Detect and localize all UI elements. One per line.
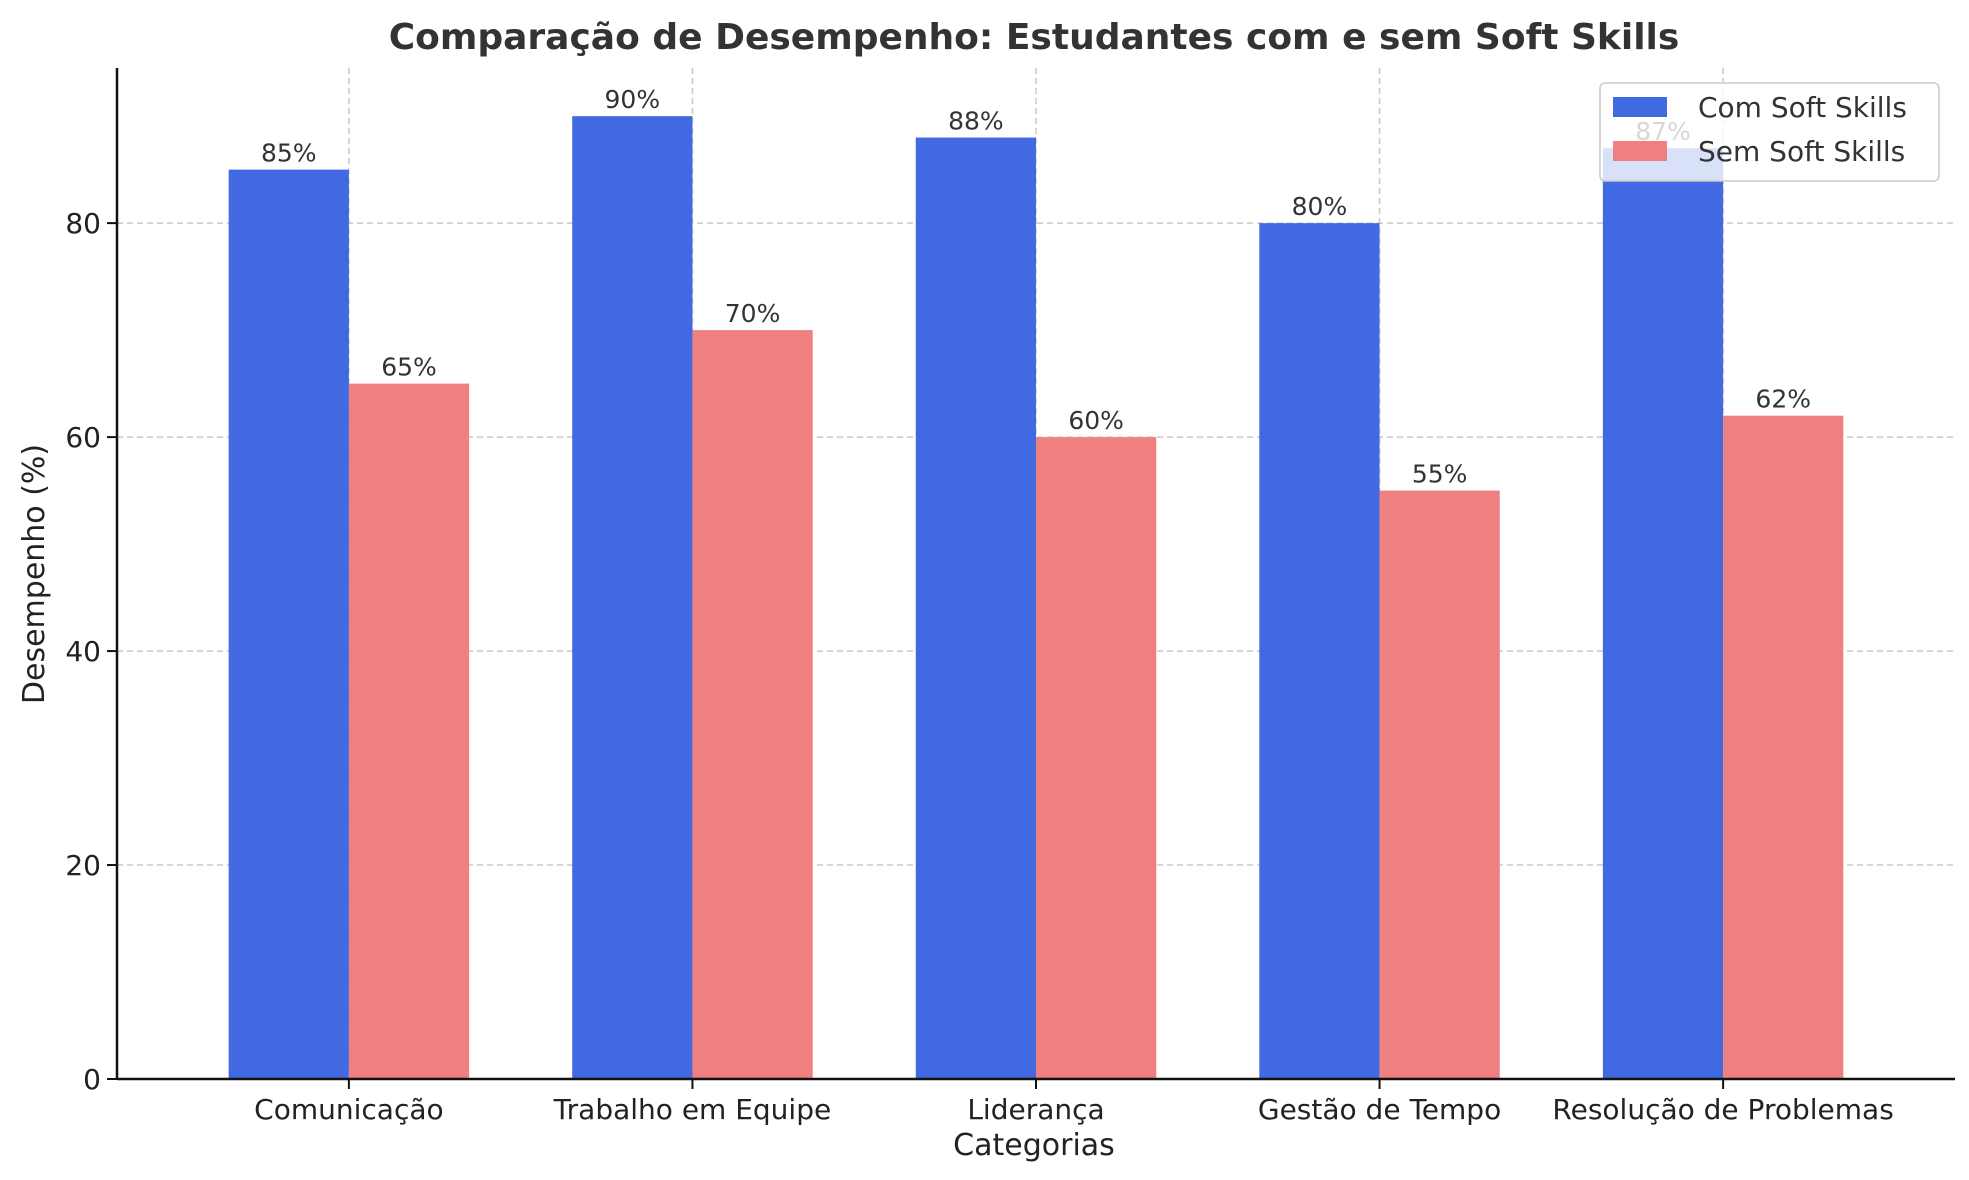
x-tick-label-comunicacao: Comunicação [254, 1093, 443, 1126]
legend-label-com-soft-skills: Com Soft Skills [1698, 91, 1907, 124]
data-label-sem-soft-skills-resolucao-de-problemas: 62% [1755, 385, 1811, 414]
chart-title: Comparação de Desempenho: Estudantes com… [389, 17, 1680, 58]
y-axis-title: Desempenho (%) [17, 444, 52, 704]
data-label-sem-soft-skills-gestao-de-tempo: 55% [1412, 460, 1468, 489]
bar-sem-soft-skills-comunicacao [348, 383, 470, 1080]
data-label-com-soft-skills-gestao-de-tempo: 80% [1292, 192, 1348, 221]
bar-sem-soft-skills-resolucao-de-problemas [1723, 415, 1844, 1079]
y-tick-label: 60 [65, 421, 101, 454]
bar-sem-soft-skills-gestao-de-tempo [1379, 490, 1500, 1080]
x-axis-title: Categorias [953, 1128, 1115, 1163]
x-tick-label-gestao-de-tempo: Gestão de Tempo [1258, 1093, 1501, 1126]
x-tick-label-lideranca: Liderança [967, 1093, 1104, 1126]
y-tick-label: 20 [65, 849, 101, 882]
x-ticks: Comunicação Trabalho em Equipe Liderança Ge… [254, 1079, 1894, 1126]
bars [228, 116, 1844, 1080]
bar-com-soft-skills-resolucao-de-problemas [1602, 148, 1724, 1079]
bar-com-soft-skills-comunicacao [228, 169, 349, 1080]
bar-com-soft-skills-gestao-de-tempo [1259, 223, 1380, 1080]
data-label-com-soft-skills-comunicacao: 85% [261, 139, 317, 168]
legend-box [1599, 82, 1940, 182]
data-label-sem-soft-skills-trabalho-em-equipe: 70% [725, 299, 781, 328]
data-label-com-soft-skills-trabalho-em-equipe: 90% [605, 85, 661, 114]
legend: Com Soft Skills Sem Soft Skills [1599, 82, 1940, 182]
x-tick-label-resolucao-de-problemas: Resolução de Problemas [1552, 1093, 1893, 1126]
bar-com-soft-skills-trabalho-em-equipe [572, 116, 693, 1079]
y-tick-label: 0 [83, 1063, 101, 1096]
y-tick-label: 80 [65, 207, 101, 240]
legend-label-sem-soft-skills: Sem Soft Skills [1698, 135, 1905, 168]
y-tick-label: 40 [65, 635, 101, 668]
bar-com-soft-skills-lideranca [915, 137, 1036, 1080]
data-label-sem-soft-skills-lideranca: 60% [1068, 406, 1124, 435]
legend-swatch-sem-soft-skills [1613, 141, 1667, 161]
data-label-com-soft-skills-lideranca: 88% [948, 107, 1004, 136]
x-tick-label-trabalho-em-equipe: Trabalho em Equipe [553, 1093, 832, 1126]
bar-sem-soft-skills-lideranca [1036, 437, 1157, 1080]
bar-sem-soft-skills-trabalho-em-equipe [692, 330, 813, 1080]
y-ticks: 0 20 40 60 80 [65, 207, 117, 1096]
legend-swatch-com-soft-skills [1613, 97, 1667, 117]
data-label-sem-soft-skills-comunicacao: 65% [381, 353, 437, 382]
